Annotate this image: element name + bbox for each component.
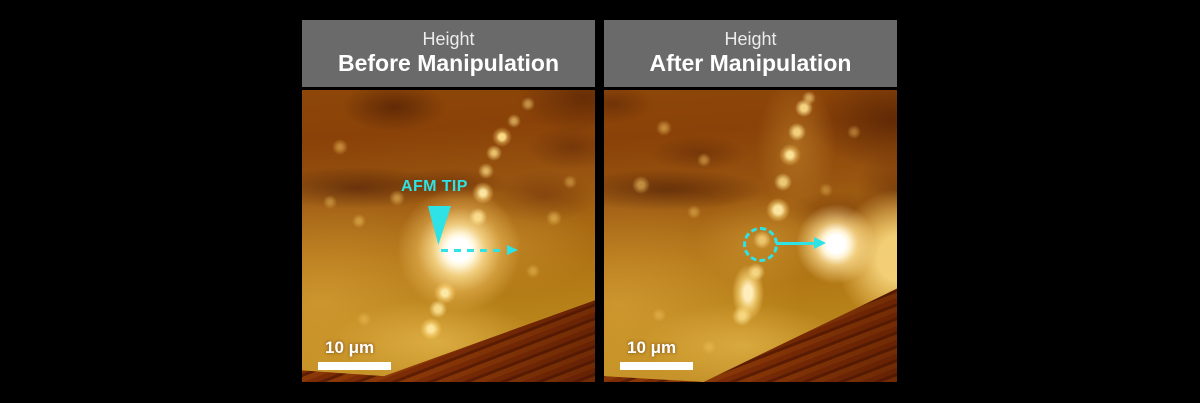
- solid-arrow-line: [776, 242, 816, 245]
- dashed-arrow-line: [441, 249, 506, 252]
- displacement-arrow-icon: [776, 237, 826, 250]
- afm-image-after: 10 μm: [604, 90, 897, 382]
- afm-image-before: AFM TIP 10 μm: [302, 90, 595, 382]
- scale-bar-label: 10 μm: [627, 338, 677, 357]
- panel-header-after: Height After Manipulation: [604, 20, 897, 87]
- solid-arrow-head: [814, 237, 826, 249]
- afm-tip-label: AFM TIP: [401, 178, 468, 195]
- panel-after-manipulation: Height After Manipulation 10 μm: [604, 20, 897, 382]
- header-stage-label: Before Manipulation: [337, 50, 560, 77]
- scale-bar-after: 10 μm: [620, 338, 693, 370]
- original-position-dashed-circle-icon: [743, 227, 778, 262]
- header-stage-label: After Manipulation: [649, 50, 852, 77]
- header-channel-label: Height: [422, 29, 475, 50]
- panel-before-manipulation: Height Before Manipulation AFM TIP 10 μm: [302, 20, 595, 382]
- panel-header-before: Height Before Manipulation: [302, 20, 595, 87]
- push-direction-dashed-arrow-icon: [441, 245, 518, 255]
- scale-bar-rule: [620, 362, 693, 370]
- scale-bar-before: 10 μm: [318, 338, 391, 370]
- dashed-arrow-head: [507, 245, 518, 255]
- header-channel-label: Height: [724, 29, 777, 50]
- scale-bar-label: 10 μm: [325, 338, 375, 357]
- scale-bar-rule: [318, 362, 391, 370]
